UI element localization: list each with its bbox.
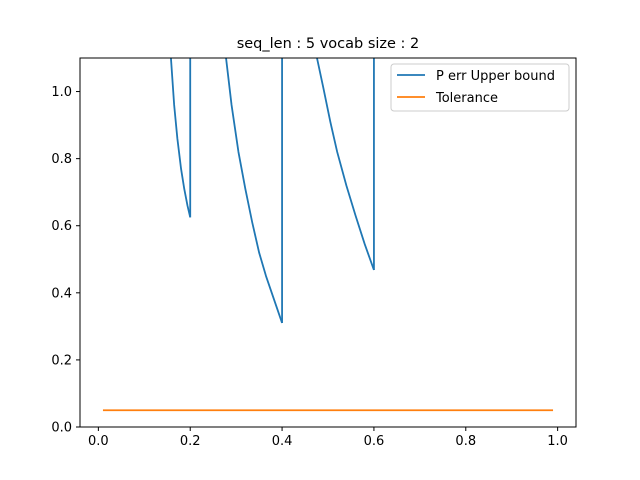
series-line-segment [316,58,375,271]
series-line-segment [225,58,283,324]
y-tick-label: 1.0 [51,85,72,100]
legend-label-p-err-upper-bound: P err Upper bound [436,69,555,84]
x-tick-label: 0.6 [364,434,385,449]
y-tick-label: 0.8 [51,152,72,167]
y-tick-label: 0.2 [51,353,72,368]
y-tick-label: 0.0 [51,421,72,436]
series-p-err-upper-bound [170,58,375,324]
legend-label-tolerance: Tolerance [435,91,498,106]
legend: P err Upper bound Tolerance [390,63,570,112]
y-tick-label: 0.6 [51,219,72,234]
chart-title: seq_len : 5 vocab size : 2 [237,36,420,52]
legend-box [390,63,570,112]
x-tick-label: 0.2 [180,434,201,449]
axis-ticks: 0.0 0.2 0.4 0.6 0.8 1.0 0.0 0.2 0.4 0.6 0.8 1.0 [51,85,568,449]
series-line-segment [170,58,192,218]
x-tick-label: 0.8 [455,434,476,449]
series-layer [102,58,554,412]
y-tick-label: 0.4 [51,286,72,301]
x-tick-label: 1.0 [547,434,568,449]
plot-frame [79,57,577,428]
x-tick-label: 0.0 [88,434,109,449]
x-tick-label: 0.4 [272,434,293,449]
